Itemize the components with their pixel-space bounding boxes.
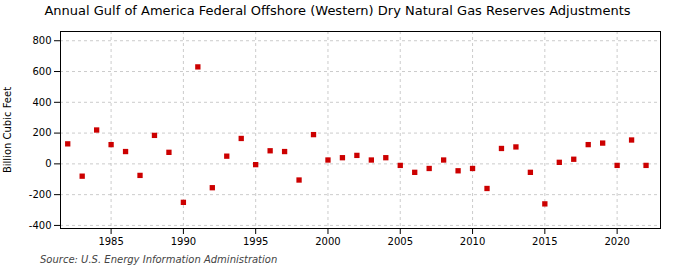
svg-text:800: 800	[32, 35, 51, 46]
svg-text:400: 400	[32, 96, 51, 107]
svg-text:-200: -200	[29, 189, 52, 200]
svg-text:1995: 1995	[243, 236, 268, 247]
svg-text:2020: 2020	[604, 236, 629, 247]
svg-text:2015: 2015	[532, 236, 557, 247]
svg-text:1990: 1990	[171, 236, 196, 247]
html-text:Annual Gulf of America Federal: Annual Gulf of America Federal Offshore …	[44, 3, 631, 18]
svg-text:2005: 2005	[388, 236, 413, 247]
svg-text:-400: -400	[29, 220, 52, 231]
html-text:Source: U.S. Energy Informatio: Source: U.S. Energy Information Administ…	[40, 254, 278, 265]
svg-text:600: 600	[32, 66, 51, 77]
svg-text:200: 200	[32, 127, 51, 138]
svg-text:0: 0	[45, 158, 51, 169]
svg-text:2000: 2000	[315, 236, 340, 247]
svg-text:Billion Cubic Feet: Billion Cubic Feet	[2, 87, 13, 173]
svg-text:2010: 2010	[460, 236, 485, 247]
svg-text:1985: 1985	[98, 236, 123, 247]
